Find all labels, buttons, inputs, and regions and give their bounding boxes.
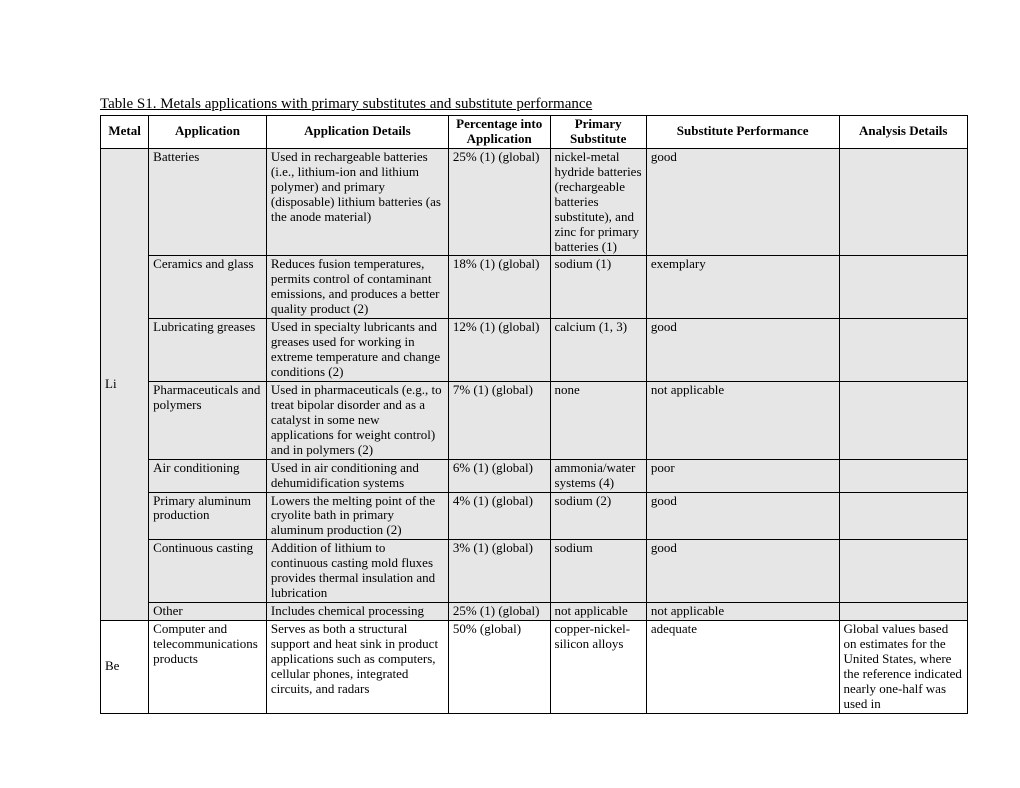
cell-application: Continuous casting — [149, 540, 267, 603]
col-metal: Metal — [101, 116, 149, 149]
cell-application: Other — [149, 603, 267, 621]
cell-percentage: 18% (1) (global) — [448, 256, 550, 319]
cell-application: Ceramics and glass — [149, 256, 267, 319]
cell-application: Computer and telecommunications products — [149, 621, 267, 714]
cell-percentage: 3% (1) (global) — [448, 540, 550, 603]
cell-analysis: Global values based on estimates for the… — [839, 621, 968, 714]
cell-performance: adequate — [646, 621, 839, 714]
cell-application: Pharmaceuticals and polymers — [149, 381, 267, 459]
cell-percentage: 4% (1) (global) — [448, 492, 550, 540]
cell-metal: Be — [101, 621, 149, 714]
table-row: Primary aluminum productionLowers the me… — [101, 492, 968, 540]
table-row: Ceramics and glassReduces fusion tempera… — [101, 256, 968, 319]
cell-details: Used in rechargeable batteries (i.e., li… — [266, 148, 448, 256]
cell-substitute: not applicable — [550, 603, 646, 621]
cell-substitute: sodium (1) — [550, 256, 646, 319]
col-analysis: Analysis Details — [839, 116, 968, 149]
table-row: OtherIncludes chemical processing25% (1)… — [101, 603, 968, 621]
cell-performance: not applicable — [646, 381, 839, 459]
cell-details: Used in pharmaceuticals (e.g., to treat … — [266, 381, 448, 459]
cell-details: Serves as both a structural support and … — [266, 621, 448, 714]
cell-percentage: 6% (1) (global) — [448, 459, 550, 492]
cell-analysis — [839, 148, 968, 256]
cell-substitute: calcium (1, 3) — [550, 319, 646, 382]
cell-application: Primary aluminum production — [149, 492, 267, 540]
cell-metal: Li — [101, 148, 149, 620]
col-percentage: Percentage into Application — [448, 116, 550, 149]
col-application: Application — [149, 116, 267, 149]
table-row: Pharmaceuticals and polymersUsed in phar… — [101, 381, 968, 459]
table-title: Table S1. Metals applications with prima… — [100, 96, 968, 113]
cell-analysis — [839, 603, 968, 621]
cell-application: Batteries — [149, 148, 267, 256]
cell-details: Used in specialty lubricants and greases… — [266, 319, 448, 382]
table-row: Air conditioningUsed in air conditioning… — [101, 459, 968, 492]
table-row: Continuous castingAddition of lithium to… — [101, 540, 968, 603]
table-header-row: Metal Application Application Details Pe… — [101, 116, 968, 149]
cell-analysis — [839, 540, 968, 603]
cell-details: Reduces fusion temperatures, permits con… — [266, 256, 448, 319]
cell-analysis — [839, 256, 968, 319]
cell-percentage: 25% (1) (global) — [448, 148, 550, 256]
table-row: Lubricating greasesUsed in specialty lub… — [101, 319, 968, 382]
cell-percentage: 7% (1) (global) — [448, 381, 550, 459]
cell-percentage: 25% (1) (global) — [448, 603, 550, 621]
cell-substitute: ammonia/water systems (4) — [550, 459, 646, 492]
cell-analysis — [839, 459, 968, 492]
metals-table: Metal Application Application Details Pe… — [100, 115, 968, 714]
cell-substitute: sodium (2) — [550, 492, 646, 540]
col-details: Application Details — [266, 116, 448, 149]
cell-substitute: sodium — [550, 540, 646, 603]
cell-substitute: nickel-metal hydride batteries (recharge… — [550, 148, 646, 256]
col-performance: Substitute Performance — [646, 116, 839, 149]
cell-performance: poor — [646, 459, 839, 492]
cell-details: Lowers the melting point of the cryolite… — [266, 492, 448, 540]
table-row: LiBatteriesUsed in rechargeable batterie… — [101, 148, 968, 256]
cell-performance: good — [646, 492, 839, 540]
cell-analysis — [839, 319, 968, 382]
cell-substitute: copper-nickel-silicon alloys — [550, 621, 646, 714]
cell-application: Lubricating greases — [149, 319, 267, 382]
table-row: BeComputer and telecommunications produc… — [101, 621, 968, 714]
cell-performance: exemplary — [646, 256, 839, 319]
cell-analysis — [839, 492, 968, 540]
cell-analysis — [839, 381, 968, 459]
cell-details: Used in air conditioning and dehumidific… — [266, 459, 448, 492]
cell-performance: good — [646, 540, 839, 603]
cell-details: Includes chemical processing — [266, 603, 448, 621]
cell-performance: not applicable — [646, 603, 839, 621]
cell-substitute: none — [550, 381, 646, 459]
cell-performance: good — [646, 319, 839, 382]
cell-performance: good — [646, 148, 839, 256]
col-substitute: Primary Substitute — [550, 116, 646, 149]
cell-percentage: 50% (global) — [448, 621, 550, 714]
cell-details: Addition of lithium to continuous castin… — [266, 540, 448, 603]
cell-application: Air conditioning — [149, 459, 267, 492]
cell-percentage: 12% (1) (global) — [448, 319, 550, 382]
